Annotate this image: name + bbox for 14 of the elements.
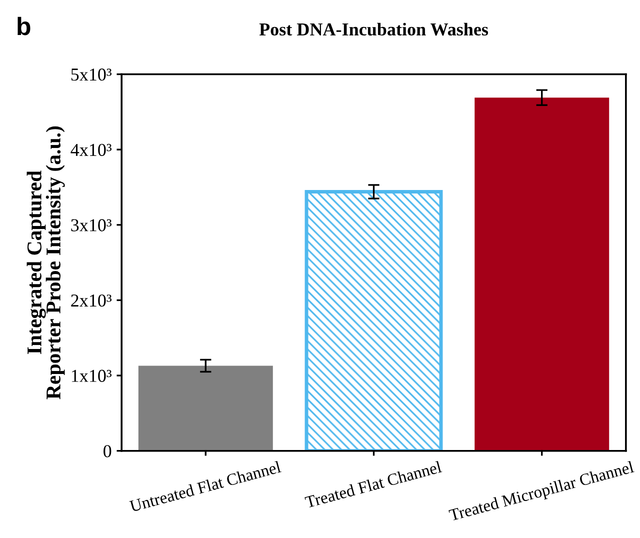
bar — [138, 366, 273, 451]
y-tick-label: 1x10³ — [72, 370, 112, 382]
bar — [474, 98, 610, 451]
x-tick-label: Untreated Flat Channel — [128, 460, 282, 512]
text: b — [18, 16, 30, 36]
x-tick-label: Treated Flat Channel — [304, 460, 442, 508]
y-tick-label: 0 — [104, 445, 112, 458]
y-tick-label: 2x10³ — [71, 294, 112, 307]
chart-title: Post DNA-Incubation Washes — [259, 22, 488, 36]
y-tick-label: 4x10³ — [70, 144, 112, 156]
y-axis-title: Integrated Captured Reporter Probe Intensity (a.u.) — [26, 126, 65, 400]
y-tick-label: 5x10³ — [71, 68, 112, 81]
x-tick-label: Treated Micropillar Channel — [448, 460, 636, 524]
y-tick-label: 3x10³ — [71, 219, 112, 232]
